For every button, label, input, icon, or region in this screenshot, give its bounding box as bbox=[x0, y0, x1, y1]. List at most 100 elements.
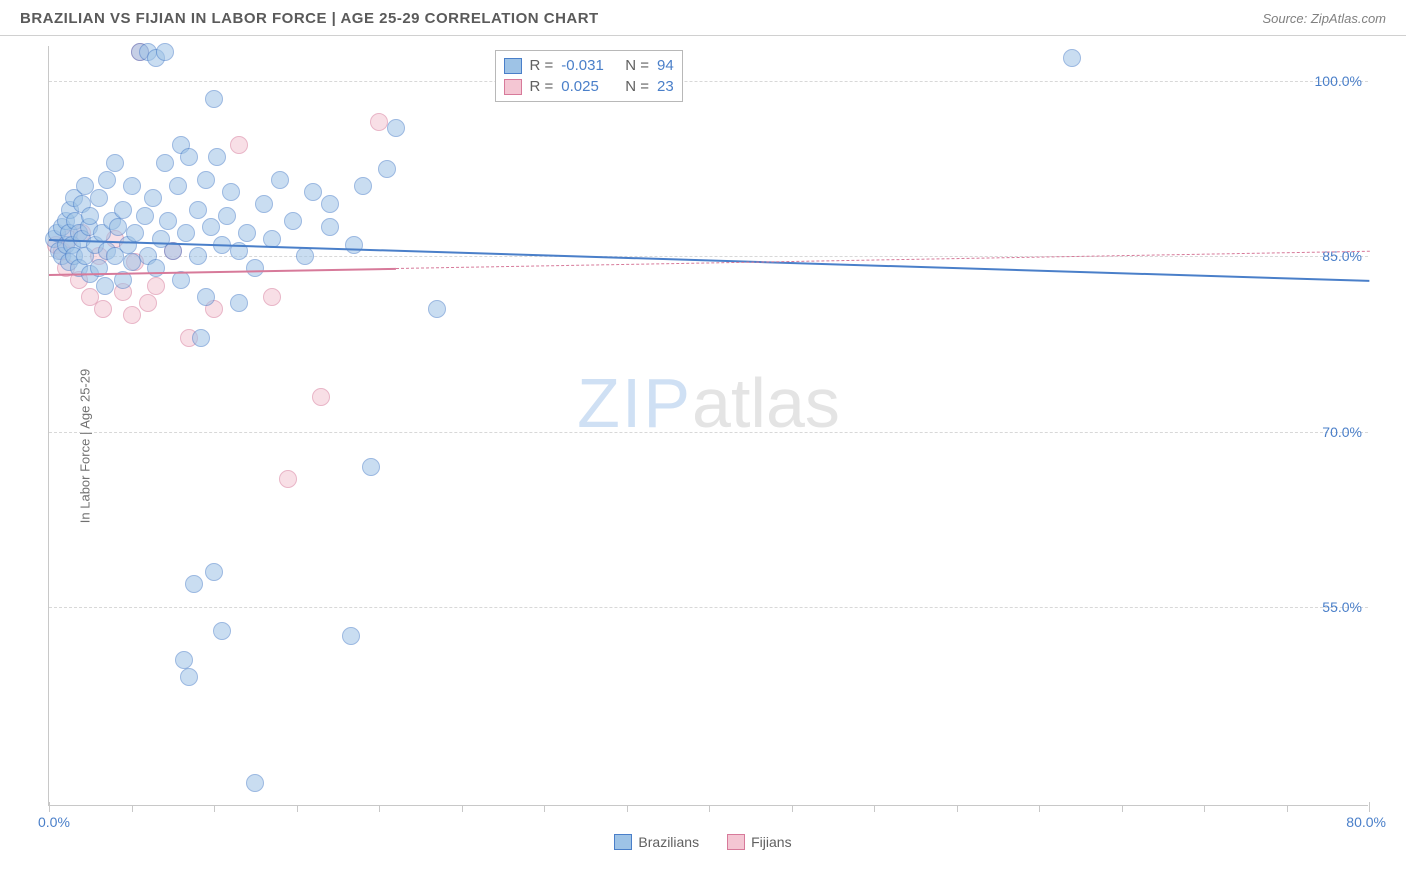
data-point bbox=[279, 470, 297, 488]
data-point bbox=[354, 177, 372, 195]
stats-legend-box: R = -0.031 N = 94 R = 0.025 N = 23 bbox=[495, 50, 683, 102]
x-tick bbox=[709, 805, 710, 812]
data-point bbox=[263, 288, 281, 306]
data-point bbox=[246, 774, 264, 792]
data-point bbox=[81, 207, 99, 225]
x-tick bbox=[214, 805, 215, 812]
legend-label: Brazilians bbox=[638, 834, 699, 850]
data-point bbox=[180, 148, 198, 166]
stats-r-label: R = bbox=[530, 78, 554, 95]
data-point bbox=[205, 563, 223, 581]
data-point bbox=[213, 622, 231, 640]
data-point bbox=[296, 247, 314, 265]
legend-swatch bbox=[504, 58, 522, 74]
data-point bbox=[222, 183, 240, 201]
data-point bbox=[139, 294, 157, 312]
x-tick bbox=[462, 805, 463, 812]
legend-label: Fijians bbox=[751, 834, 791, 850]
data-point bbox=[238, 224, 256, 242]
data-point bbox=[428, 300, 446, 318]
data-point bbox=[1063, 49, 1081, 67]
data-point bbox=[189, 247, 207, 265]
data-point bbox=[114, 201, 132, 219]
data-point bbox=[255, 195, 273, 213]
data-point bbox=[147, 259, 165, 277]
gridline bbox=[49, 607, 1368, 608]
y-tick-label: 100.0% bbox=[1315, 73, 1362, 89]
watermark-part1: ZIP bbox=[577, 364, 692, 442]
x-tick bbox=[1122, 805, 1123, 812]
y-tick-label: 55.0% bbox=[1322, 599, 1362, 615]
data-point bbox=[378, 160, 396, 178]
stats-r-value: -0.031 bbox=[561, 57, 617, 74]
data-point bbox=[109, 218, 127, 236]
chart-header: BRAZILIAN VS FIJIAN IN LABOR FORCE | AGE… bbox=[0, 0, 1406, 36]
gridline bbox=[49, 432, 1368, 433]
legend-item: Brazilians bbox=[614, 834, 699, 850]
data-point bbox=[345, 236, 363, 254]
stats-row: R = 0.025 N = 23 bbox=[504, 76, 674, 97]
data-point bbox=[370, 113, 388, 131]
data-point bbox=[126, 224, 144, 242]
data-point bbox=[147, 277, 165, 295]
data-point bbox=[197, 171, 215, 189]
data-point bbox=[156, 154, 174, 172]
data-point bbox=[136, 207, 154, 225]
x-tick bbox=[297, 805, 298, 812]
data-point bbox=[98, 171, 116, 189]
x-tick bbox=[132, 805, 133, 812]
x-tick bbox=[627, 805, 628, 812]
data-point bbox=[321, 195, 339, 213]
y-tick-label: 70.0% bbox=[1322, 424, 1362, 440]
legend-swatch bbox=[504, 79, 522, 95]
data-point bbox=[156, 43, 174, 61]
data-point bbox=[246, 259, 264, 277]
legend-swatch bbox=[614, 834, 632, 850]
data-point bbox=[175, 651, 193, 669]
data-point bbox=[189, 201, 207, 219]
gridline bbox=[49, 256, 1368, 257]
legend-item: Fijians bbox=[727, 834, 791, 850]
data-point bbox=[197, 288, 215, 306]
data-point bbox=[169, 177, 187, 195]
stats-row: R =-0.031N =94 bbox=[504, 55, 674, 76]
stats-n-value: 94 bbox=[657, 57, 674, 74]
data-point bbox=[321, 218, 339, 236]
stats-r-value: 0.025 bbox=[561, 78, 617, 95]
data-point bbox=[218, 207, 236, 225]
stats-n-value: 23 bbox=[657, 78, 674, 95]
data-point bbox=[304, 183, 322, 201]
x-tick bbox=[379, 805, 380, 812]
stats-n-label: N = bbox=[625, 57, 649, 74]
data-point bbox=[362, 458, 380, 476]
chart-source: Source: ZipAtlas.com bbox=[1262, 11, 1386, 26]
legend-swatch bbox=[727, 834, 745, 850]
bottom-legend: Brazilians Fijians bbox=[0, 834, 1406, 850]
chart-area: In Labor Force | Age 25-29 ZIPatlas 100.… bbox=[0, 36, 1406, 856]
data-point bbox=[123, 306, 141, 324]
x-tick-label-min: 0.0% bbox=[38, 814, 70, 830]
data-point bbox=[159, 212, 177, 230]
x-tick bbox=[49, 802, 50, 812]
data-point bbox=[312, 388, 330, 406]
x-tick bbox=[792, 805, 793, 812]
x-tick bbox=[957, 805, 958, 812]
watermark-part2: atlas bbox=[692, 364, 840, 442]
data-point bbox=[144, 189, 162, 207]
data-point bbox=[94, 300, 112, 318]
data-point bbox=[230, 294, 248, 312]
x-tick bbox=[874, 805, 875, 812]
data-point bbox=[387, 119, 405, 137]
watermark: ZIPatlas bbox=[577, 363, 840, 443]
data-point bbox=[230, 136, 248, 154]
data-point bbox=[185, 575, 203, 593]
trend-line bbox=[49, 239, 1369, 282]
data-point bbox=[123, 177, 141, 195]
data-point bbox=[208, 148, 226, 166]
data-point bbox=[180, 668, 198, 686]
data-point bbox=[205, 90, 223, 108]
scatter-plot: ZIPatlas 100.0%85.0%70.0%55.0%R =-0.031N… bbox=[48, 46, 1368, 806]
gridline bbox=[49, 81, 1368, 82]
stats-n-label: N = bbox=[625, 78, 649, 95]
data-point bbox=[90, 189, 108, 207]
